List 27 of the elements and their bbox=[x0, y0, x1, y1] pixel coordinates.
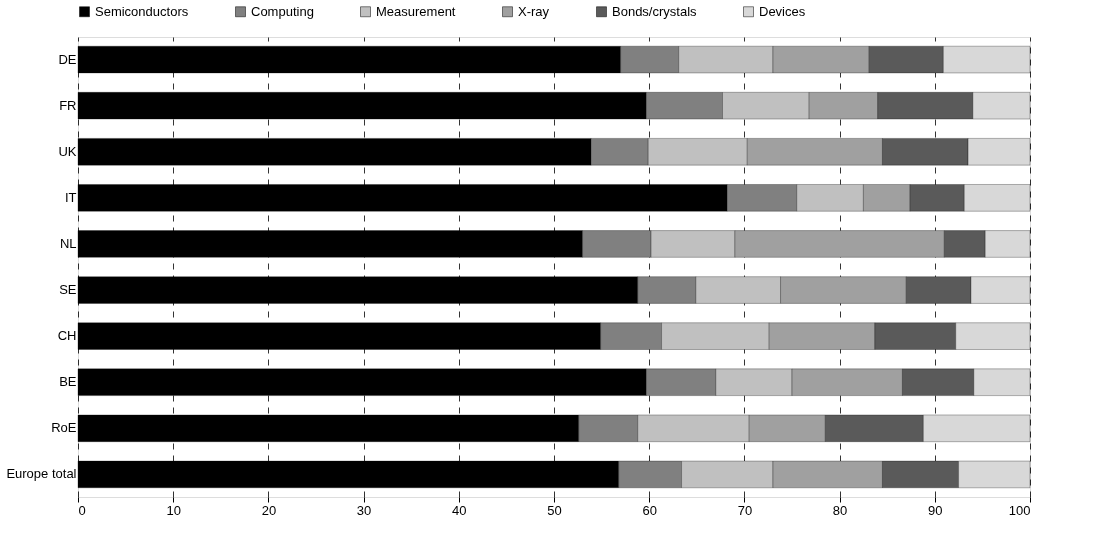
x-tick-label: 90 bbox=[928, 502, 943, 518]
y-tick-label: CH bbox=[57, 328, 77, 344]
x-tick-label: 70 bbox=[737, 502, 753, 518]
x-tick-label: 20 bbox=[261, 502, 277, 518]
x-tick-label: 50 bbox=[547, 502, 562, 518]
y-tick-label: FR bbox=[59, 97, 77, 113]
legend-label: Measurement bbox=[376, 3, 456, 19]
y-tick-label: DE bbox=[58, 51, 77, 67]
y-tick-label: IT bbox=[64, 189, 77, 205]
y-tick-label: Europe total bbox=[6, 466, 77, 482]
legend-label: Semiconductors bbox=[95, 3, 189, 19]
legend-label: Devices bbox=[759, 3, 806, 19]
legend-label: Bonds/crystals bbox=[612, 3, 698, 19]
y-tick-label: NL bbox=[59, 235, 77, 251]
x-tick-label: 40 bbox=[452, 502, 467, 518]
x-tick-label: 30 bbox=[356, 502, 372, 518]
legend-label: X-ray bbox=[518, 3, 550, 19]
y-tick-label: RoE bbox=[51, 420, 77, 436]
y-tick-label: BE bbox=[59, 374, 77, 390]
x-tick-label: 100 bbox=[1008, 502, 1031, 518]
y-tick-label: UK bbox=[58, 143, 77, 159]
x-tick-label: 0 bbox=[78, 502, 86, 518]
x-tick-label: 80 bbox=[832, 502, 848, 518]
legend-label: Computing bbox=[251, 3, 314, 19]
x-tick-label: 60 bbox=[642, 502, 657, 518]
x-tick-label: 10 bbox=[166, 502, 181, 518]
y-tick-label: SE bbox=[59, 282, 77, 298]
